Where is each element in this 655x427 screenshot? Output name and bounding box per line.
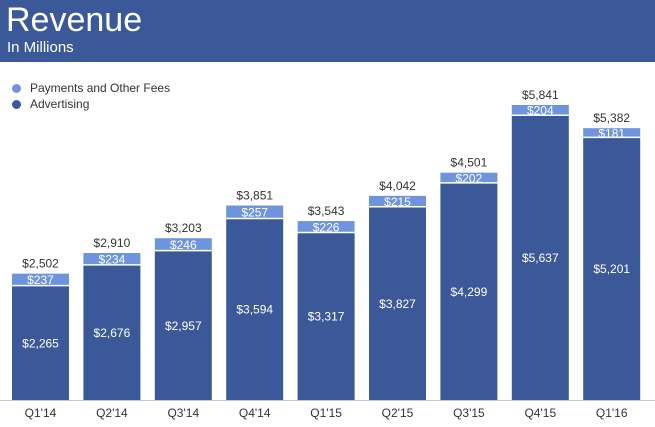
data-label-total: $3,203 bbox=[165, 221, 202, 235]
legend-label-advertising: Advertising bbox=[30, 97, 90, 111]
bar-advertising bbox=[511, 115, 569, 400]
data-label-payments: $215 bbox=[384, 195, 411, 209]
data-label-total: $2,502 bbox=[22, 257, 59, 271]
data-label-payments: $202 bbox=[456, 171, 483, 185]
legend-item-payments: Payments and Other Fees bbox=[12, 80, 170, 96]
legend-label-payments: Payments and Other Fees bbox=[30, 81, 171, 95]
data-label-payments: $246 bbox=[170, 238, 197, 252]
legend-item-advertising: Advertising bbox=[12, 96, 170, 112]
legend-swatch-payments bbox=[12, 83, 21, 93]
x-tick-label: Q4'14 bbox=[239, 406, 271, 420]
x-tick-label: Q1'15 bbox=[310, 406, 342, 420]
bar-payments bbox=[83, 253, 141, 265]
data-label-advertising: $4,299 bbox=[451, 285, 488, 299]
chart-legend: Payments and Other Fees Advertising bbox=[12, 80, 170, 112]
data-label-advertising: $2,676 bbox=[94, 326, 131, 340]
data-label-payments: $181 bbox=[598, 126, 625, 140]
chart-subtitle: In Millions bbox=[7, 39, 74, 56]
data-label-total: $5,841 bbox=[522, 88, 559, 102]
bar-payments bbox=[511, 105, 569, 116]
data-label-advertising: $3,317 bbox=[308, 310, 345, 324]
data-label-total: $4,042 bbox=[379, 179, 416, 193]
x-tick-label: Q3'15 bbox=[453, 406, 485, 420]
bar-payments bbox=[12, 273, 69, 286]
x-tick-label: Q2'14 bbox=[96, 406, 128, 420]
bar-payments bbox=[154, 238, 212, 251]
bar-payments bbox=[440, 172, 498, 183]
data-label-payments: $204 bbox=[527, 104, 554, 118]
data-label-total: $3,851 bbox=[236, 189, 273, 203]
bar-advertising bbox=[226, 218, 284, 400]
data-label-advertising: $3,827 bbox=[379, 297, 416, 311]
data-label-total: $2,910 bbox=[94, 236, 131, 250]
x-tick-label: Q1'14 bbox=[25, 406, 57, 420]
data-label-advertising: $2,265 bbox=[22, 336, 59, 350]
data-label-advertising: $5,637 bbox=[522, 251, 559, 265]
data-label-advertising: $2,957 bbox=[165, 319, 202, 333]
data-label-payments: $237 bbox=[27, 273, 54, 287]
bar-advertising bbox=[12, 285, 69, 400]
bar-advertising bbox=[583, 137, 641, 400]
x-tick-label: Q2'15 bbox=[382, 406, 414, 420]
x-tick-label: Q4'15 bbox=[524, 406, 556, 420]
bar-payments bbox=[583, 128, 641, 138]
bar-advertising bbox=[440, 182, 498, 400]
chart-header: Revenue In Millions bbox=[0, 0, 655, 62]
data-label-total: $4,501 bbox=[451, 156, 488, 170]
data-label-advertising: $5,201 bbox=[593, 262, 630, 276]
bar-payments bbox=[226, 205, 284, 219]
data-label-total: $5,382 bbox=[593, 111, 630, 125]
x-tick-label: Q1'16 bbox=[596, 406, 628, 420]
bar-advertising bbox=[154, 250, 212, 400]
bar-advertising bbox=[297, 232, 355, 400]
data-label-payments: $226 bbox=[313, 220, 340, 234]
bar-payments bbox=[369, 195, 426, 207]
data-label-total: $3,543 bbox=[308, 204, 345, 218]
data-label-payments: $257 bbox=[241, 205, 268, 219]
bar-advertising bbox=[369, 206, 426, 400]
legend-swatch-advertising bbox=[12, 99, 21, 109]
chart-title: Revenue bbox=[6, 1, 143, 39]
data-label-payments: $234 bbox=[99, 252, 126, 266]
data-label-advertising: $3,594 bbox=[236, 303, 273, 317]
bar-payments bbox=[297, 221, 355, 233]
bar-advertising bbox=[83, 264, 141, 400]
x-tick-label: Q3'14 bbox=[167, 406, 199, 420]
